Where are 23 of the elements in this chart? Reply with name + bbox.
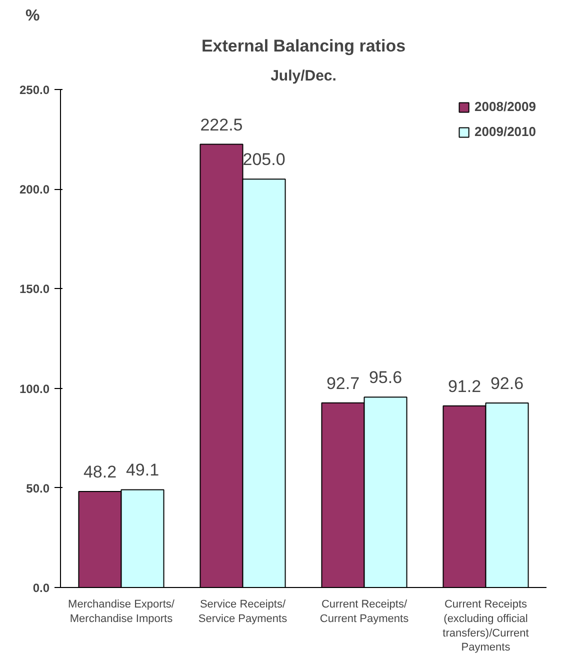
- y-axis-title: %: [26, 8, 40, 24]
- x-tick-label: Current Receipts (excluding official transfers)/Current Payments: [442, 598, 529, 654]
- data-label: 222.5: [200, 115, 243, 134]
- data-label: 49.1: [126, 460, 160, 480]
- data-label: 92.6: [490, 374, 524, 394]
- data-label: 92.7: [326, 374, 360, 393]
- y-tick-label: 100.0: [19, 382, 50, 396]
- y-tick-label: 250.0: [19, 83, 50, 97]
- x-tick-label: Merchandise Exports/ Merchandise Imports: [68, 598, 176, 625]
- y-tick-label: 200.0: [19, 182, 50, 197]
- data-label: 205.0: [242, 150, 286, 170]
- legend-label: 2008/2009: [474, 99, 536, 114]
- x-tick-label: Current Receipts/ Current Payments: [320, 598, 410, 625]
- y-tick-label: 0.0: [32, 581, 50, 595]
- x-tick-label: Service Receipts/ Service Payments: [198, 598, 288, 625]
- data-label: 91.2: [448, 376, 482, 396]
- legend-label: 2009/2010: [474, 124, 536, 139]
- data-label: 48.2: [83, 462, 117, 482]
- y-tick-label: 50.0: [26, 481, 50, 496]
- data-label: 95.6: [368, 368, 402, 388]
- chart-subtitle: July/Dec.: [270, 68, 336, 84]
- y-tick-label: 150.0: [19, 282, 50, 296]
- chart-title: External Balancing ratios: [201, 36, 406, 56]
